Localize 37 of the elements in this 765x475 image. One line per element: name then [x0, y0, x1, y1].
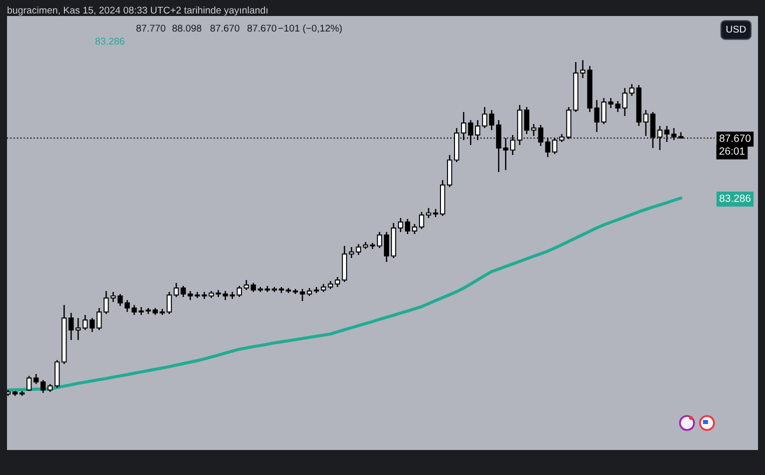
- line-series: [7, 196, 682, 392]
- text: bugracimen, Kas 15, 2024 08:33 UTC+2 tarihinde yayınlandı: [8, 6, 268, 16]
- candlestick: [412, 223, 418, 235]
- annotation: 87.770: [136, 24, 166, 32]
- candlestick: [482, 106, 488, 129]
- candlestick: [356, 243, 362, 256]
- annotation: 88.098: [172, 24, 202, 32]
- candlestick: [643, 109, 648, 137]
- candlestick: [376, 231, 382, 249]
- candlestick: [26, 375, 32, 392]
- candlestick: [90, 317, 95, 333]
- candlestick: [348, 246, 354, 259]
- candlestick: [475, 119, 480, 141]
- annotation: −101 (−0,12%): [278, 24, 342, 34]
- candlestick: [244, 279, 249, 291]
- candlestick: [300, 288, 306, 302]
- candlestick: [40, 379, 46, 394]
- candlestick: [426, 207, 432, 219]
- candlestick: [629, 83, 634, 97]
- candlestick: [404, 218, 410, 235]
- candlestick: [82, 314, 88, 331]
- annotation: 87.670: [210, 24, 240, 32]
- candlestick: [34, 373, 39, 385]
- candlestick: [398, 217, 404, 233]
- candlestick: [418, 211, 424, 230]
- candlestick: [68, 312, 74, 341]
- candlestick: [54, 359, 60, 389]
- candlestick: [236, 285, 242, 298]
- annotation: 87.670: [247, 24, 276, 32]
- candlestick: [384, 231, 390, 263]
- text: USD: [726, 26, 746, 33]
- candlestick: [250, 282, 256, 293]
- candlestick: [76, 317, 81, 341]
- text: 26:01: [719, 147, 745, 155]
- annotation: 83.286: [95, 38, 124, 45]
- candlestick: [334, 276, 340, 288]
- candlestick: [468, 119, 474, 146]
